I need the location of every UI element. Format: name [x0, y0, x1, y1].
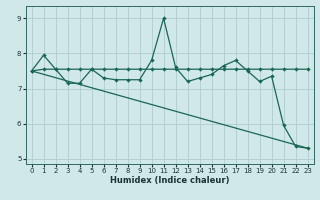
X-axis label: Humidex (Indice chaleur): Humidex (Indice chaleur) — [110, 176, 229, 185]
